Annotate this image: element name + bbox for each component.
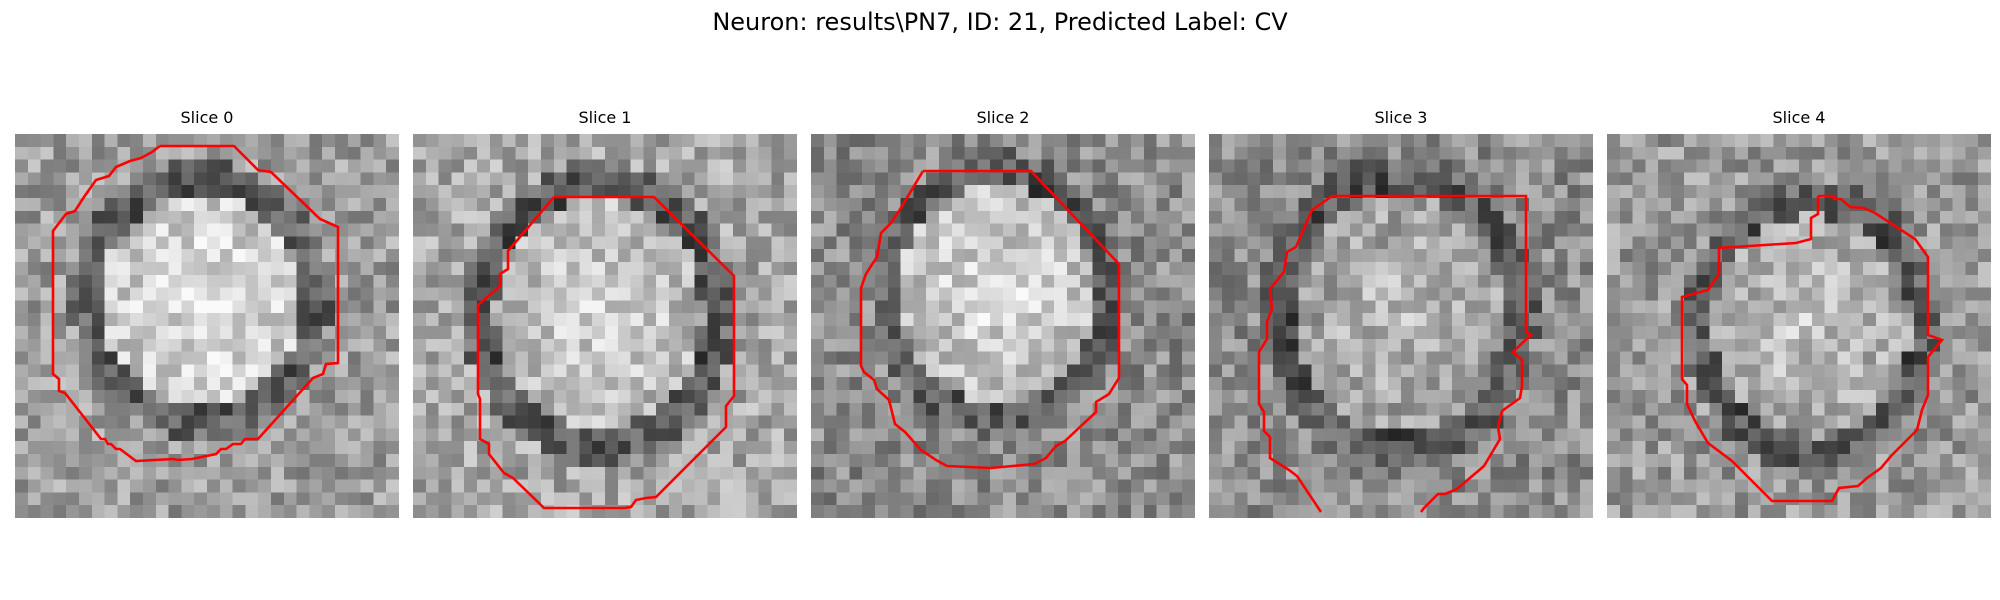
slice-title: Slice 4 (1772, 108, 1826, 127)
slice-title: Slice 2 (976, 108, 1030, 127)
contour-line (1257, 194, 1534, 513)
slice-title: Slice 1 (578, 108, 632, 127)
segmentation-contour (51, 144, 340, 463)
segmentation-contour (1257, 194, 1534, 513)
contour-line (51, 144, 340, 463)
slice-image (811, 134, 1195, 518)
grayscale-slice (1209, 134, 1593, 518)
grayscale-slice (811, 134, 1195, 518)
segmentation-contour (476, 195, 736, 510)
contour-line (859, 169, 1121, 470)
contour-line (476, 195, 736, 510)
contour-line (1680, 194, 1945, 503)
figure-title: Neuron: results\PN7, ID: 21, Predicted L… (712, 8, 1288, 36)
segmentation-contour (1680, 194, 1945, 503)
segmentation-contour (859, 169, 1121, 470)
slice-image (413, 134, 797, 518)
slice-image (15, 134, 399, 518)
slice-image (1209, 134, 1593, 518)
slice-title: Slice 0 (180, 108, 234, 127)
grayscale-slice (15, 134, 399, 518)
slice-title: Slice 3 (1374, 108, 1428, 127)
slice-image (1607, 134, 1991, 518)
